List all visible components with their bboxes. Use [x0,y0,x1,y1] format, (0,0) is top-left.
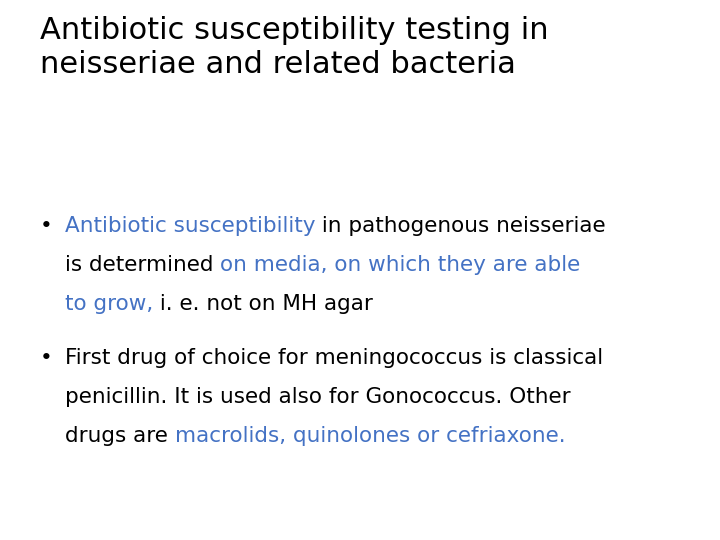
Text: in pathogenous neisseriae: in pathogenous neisseriae [315,216,606,236]
Text: First drug of choice for meningococcus is classical: First drug of choice for meningococcus i… [65,348,603,368]
Text: •: • [40,216,53,236]
Text: Antibiotic susceptibility: Antibiotic susceptibility [65,216,315,236]
Text: to grow,: to grow, [65,294,153,314]
Text: penicillin. It is used also for Gonococcus. Other: penicillin. It is used also for Gonococc… [65,387,570,407]
Text: macrolids, quinolones or cefriaxone.: macrolids, quinolones or cefriaxone. [174,426,565,446]
Text: Antibiotic susceptibility testing in
neisseriae and related bacteria: Antibiotic susceptibility testing in nei… [40,16,548,79]
Text: on media, on which they are able: on media, on which they are able [220,255,580,275]
Text: drugs are: drugs are [65,426,174,446]
Text: is determined: is determined [65,255,220,275]
Text: i. e. not on MH agar: i. e. not on MH agar [153,294,373,314]
Text: •: • [40,348,53,368]
